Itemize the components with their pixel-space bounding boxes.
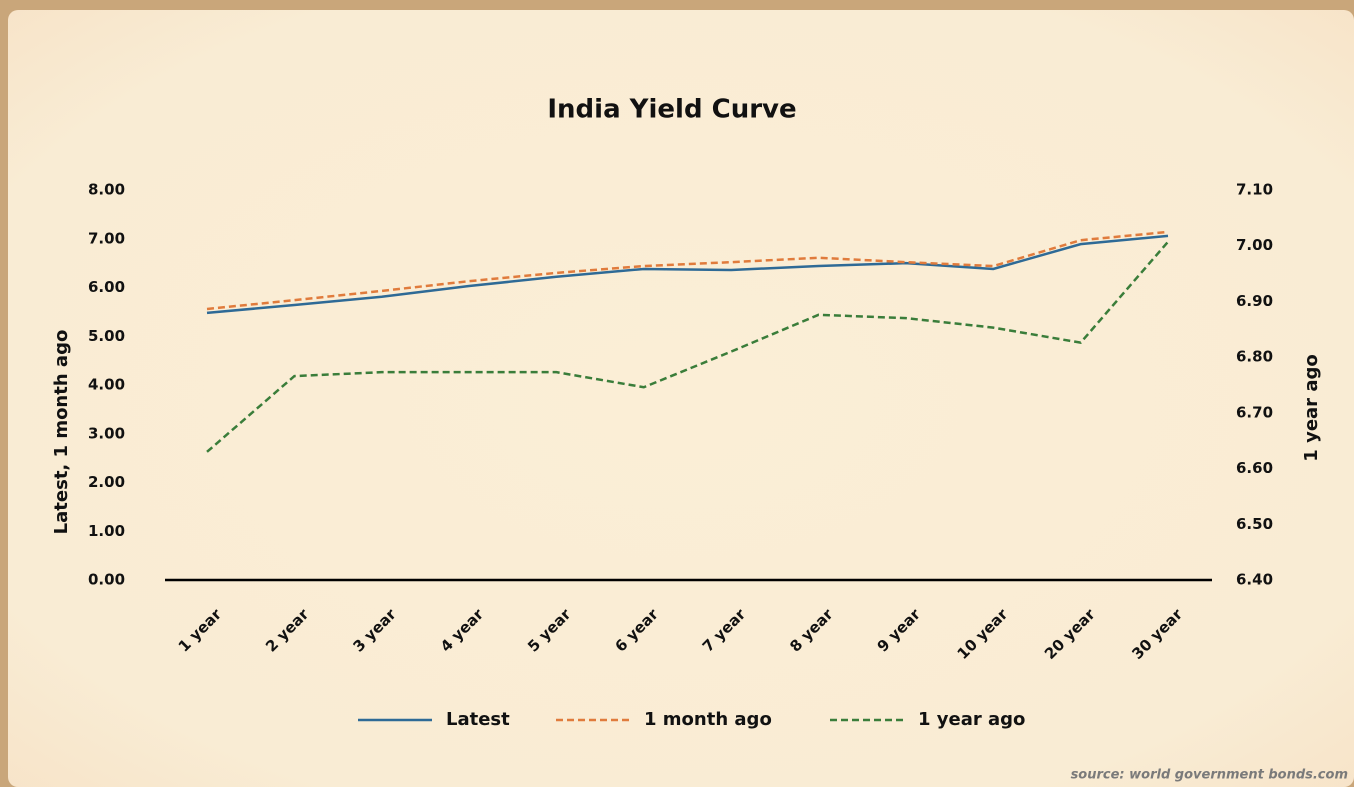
y-tick-label: 7.00 <box>88 229 125 247</box>
chart-title: India Yield Curve <box>547 95 796 125</box>
y2-tick-label: 6.40 <box>1236 571 1273 589</box>
y2-tick-label: 7.10 <box>1236 181 1273 199</box>
y-tick-label: 3.00 <box>88 424 125 442</box>
legend-label: 1 year ago <box>918 709 1025 730</box>
y-tick-label: 8.00 <box>88 181 125 199</box>
y2-axis-title: 1 year ago <box>1301 354 1322 461</box>
series-line <box>206 230 1169 311</box>
legend-label: Latest <box>446 709 510 730</box>
legend-label: 1 month ago <box>644 709 772 730</box>
y2-tick-label: 6.60 <box>1236 459 1273 477</box>
y2-tick-label: 7.00 <box>1236 236 1273 254</box>
series-line <box>206 234 1169 315</box>
y-axis-title: Latest, 1 month ago <box>51 330 72 535</box>
y-tick-label: 0.00 <box>88 571 125 589</box>
series-line <box>206 240 1169 453</box>
y-tick-label: 2.00 <box>88 473 125 491</box>
y-tick-label: 1.00 <box>88 522 125 540</box>
y-tick-label: 6.00 <box>88 278 125 296</box>
y-tick-label: 4.00 <box>88 376 125 394</box>
y2-tick-label: 6.80 <box>1236 348 1273 366</box>
y2-tick-label: 6.50 <box>1236 515 1273 533</box>
y2-tick-label: 6.90 <box>1236 292 1273 310</box>
card <box>8 10 1354 787</box>
source-note: source: world government bonds.com <box>1071 768 1348 783</box>
y2-tick-label: 6.70 <box>1236 403 1273 421</box>
y-tick-label: 5.00 <box>88 327 125 345</box>
